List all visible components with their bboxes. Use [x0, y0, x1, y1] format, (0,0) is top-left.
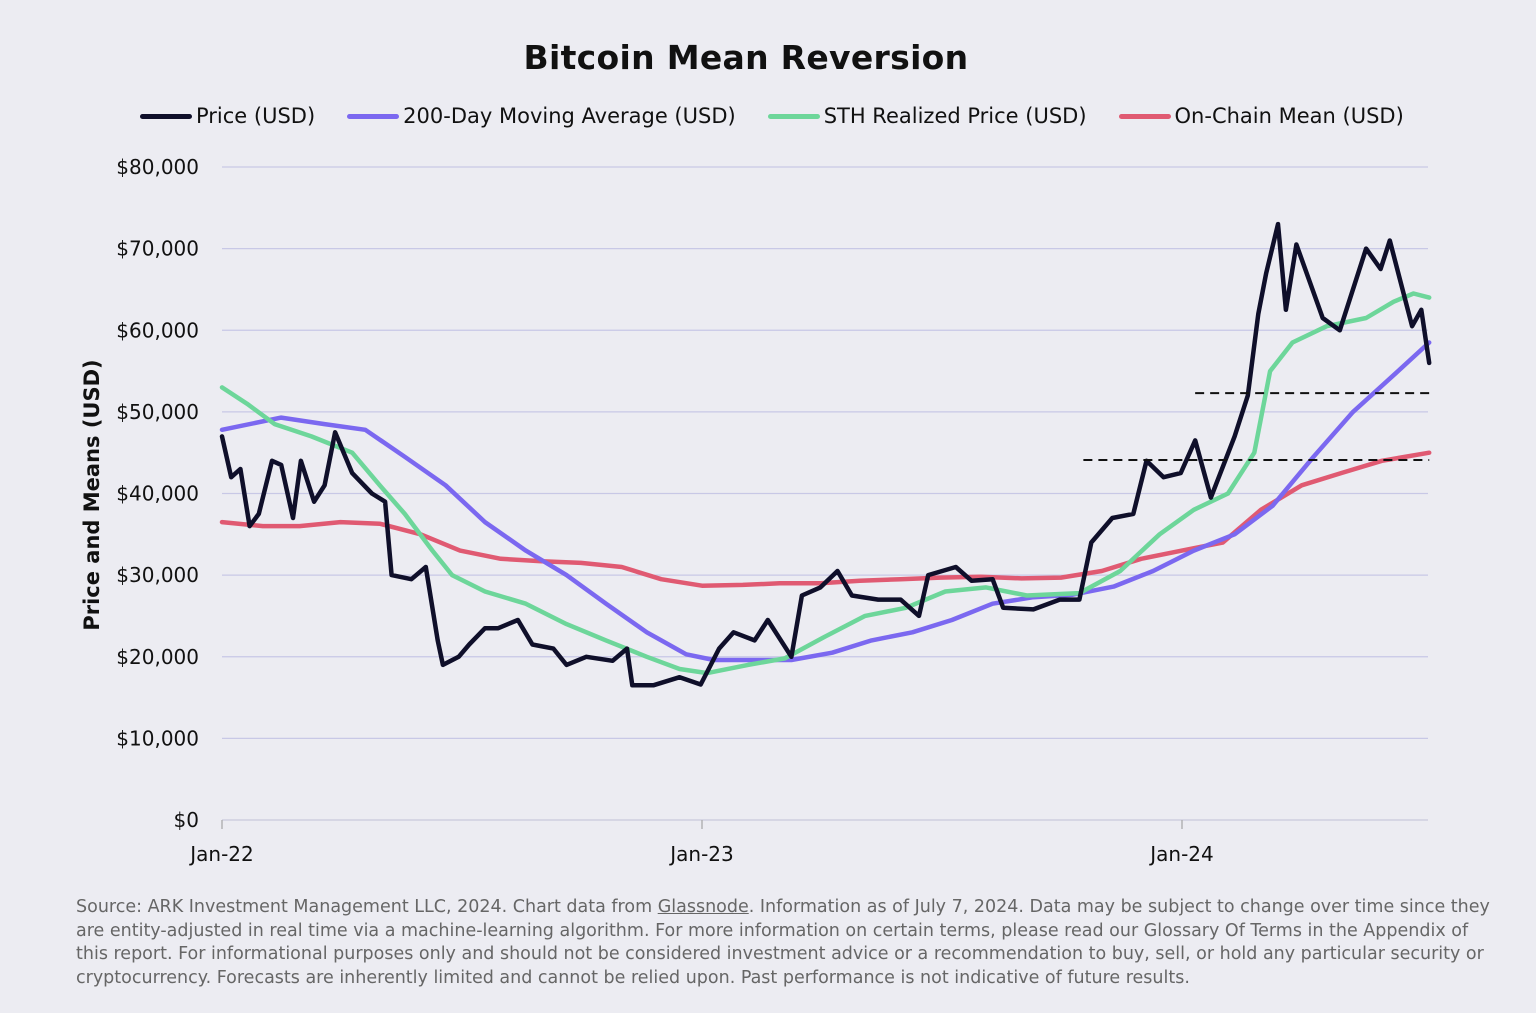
legend-swatch — [767, 113, 820, 119]
legend-item-onchain: On-Chain Mean (USD) — [1118, 104, 1404, 128]
y-tick-label: $30,000 — [116, 563, 199, 587]
legend-label: 200-Day Moving Average (USD) — [403, 104, 736, 128]
y-tick-label: $80,000 — [116, 155, 199, 179]
legend-label: Price (USD) — [196, 104, 316, 128]
glassnode-link[interactable]: Glassnode — [657, 897, 749, 917]
series-line-onchain-mean — [219, 450, 1432, 588]
y-tick-label: $70,000 — [116, 237, 199, 261]
chart-title: Bitcoin Mean Reversion — [523, 38, 969, 77]
legend-swatch — [140, 113, 192, 119]
y-tick-label: $40,000 — [116, 482, 199, 506]
y-tick-label: $10,000 — [116, 726, 199, 750]
legend-swatch — [1118, 113, 1171, 119]
series-line-sth-realized — [219, 291, 1432, 676]
legend-item-200dma: 200-Day Moving Average (USD) — [347, 104, 736, 128]
legend-label: STH Realized Price (USD) — [823, 104, 1087, 128]
series-line-200dma — [219, 340, 1432, 663]
legend-item-price: Price (USD) — [140, 104, 315, 128]
y-tick-label: $20,000 — [116, 645, 199, 669]
legend: Price (USD) 200-Day Moving Average (USD)… — [140, 104, 1404, 128]
y-tick-label: $0 — [174, 808, 199, 832]
legend-label: On-Chain Mean (USD) — [1174, 104, 1404, 128]
x-tick-label: Jan-22 — [188, 842, 254, 866]
series-line-price — [219, 221, 1432, 688]
y-tick-label: $50,000 — [116, 400, 199, 424]
footnote-text-rest: . Information as of July 7, 2024. Data m… — [76, 897, 1490, 988]
footnote: Source: ARK Investment Management LLC, 2… — [76, 896, 1496, 990]
x-tick-label: Jan-23 — [668, 842, 734, 866]
y-tick-label: $60,000 — [116, 318, 199, 342]
x-tick-label: Jan-24 — [1148, 842, 1214, 866]
footnote-text: Source: ARK Investment Management LLC, 2… — [76, 897, 658, 917]
legend-swatch — [347, 113, 400, 119]
legend-item-sth: STH Realized Price (USD) — [767, 104, 1087, 128]
